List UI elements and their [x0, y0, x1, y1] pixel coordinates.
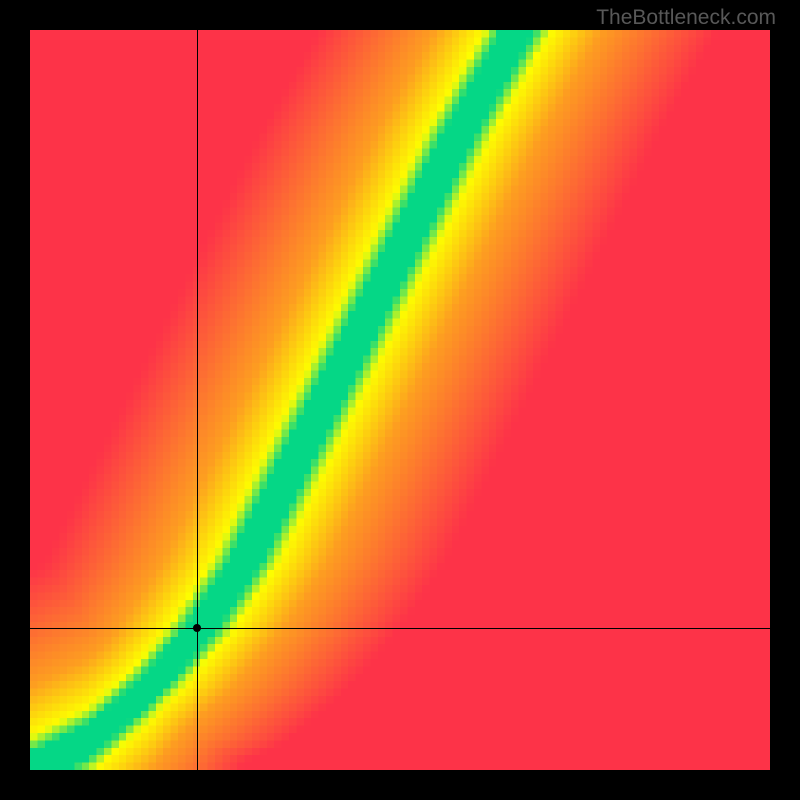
heatmap-canvas — [30, 30, 770, 770]
crosshair-horizontal — [30, 628, 770, 629]
crosshair-vertical — [197, 30, 198, 770]
plot-area — [30, 30, 770, 770]
watermark-text: TheBottleneck.com — [596, 6, 776, 30]
crosshair-dot — [193, 624, 201, 632]
